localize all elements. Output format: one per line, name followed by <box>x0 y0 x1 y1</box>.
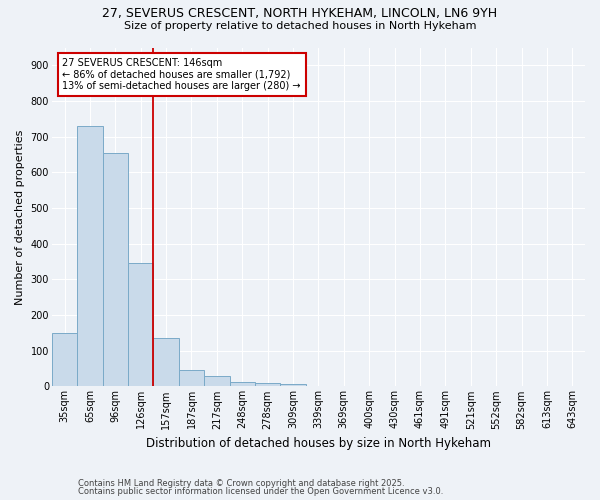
Y-axis label: Number of detached properties: Number of detached properties <box>15 130 25 304</box>
Bar <box>154 338 179 386</box>
Bar <box>128 264 154 386</box>
Text: Contains public sector information licensed under the Open Government Licence v3: Contains public sector information licen… <box>78 487 443 496</box>
Text: Contains HM Land Registry data © Crown copyright and database right 2025.: Contains HM Land Registry data © Crown c… <box>78 478 404 488</box>
Text: Size of property relative to detached houses in North Hykeham: Size of property relative to detached ho… <box>124 21 476 31</box>
Bar <box>280 384 306 386</box>
Bar <box>77 126 103 386</box>
X-axis label: Distribution of detached houses by size in North Hykeham: Distribution of detached houses by size … <box>146 437 491 450</box>
Bar <box>255 383 280 386</box>
Bar <box>230 382 255 386</box>
Bar <box>103 152 128 386</box>
Bar <box>52 333 77 386</box>
Text: 27, SEVERUS CRESCENT, NORTH HYKEHAM, LINCOLN, LN6 9YH: 27, SEVERUS CRESCENT, NORTH HYKEHAM, LIN… <box>103 8 497 20</box>
Text: 27 SEVERUS CRESCENT: 146sqm
← 86% of detached houses are smaller (1,792)
13% of : 27 SEVERUS CRESCENT: 146sqm ← 86% of det… <box>62 58 301 91</box>
Bar <box>179 370 204 386</box>
Bar <box>204 376 230 386</box>
